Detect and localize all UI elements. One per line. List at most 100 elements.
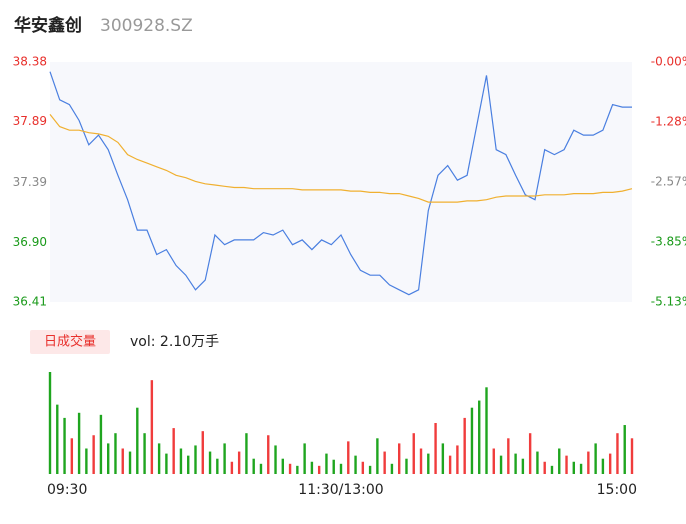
volume-bar xyxy=(412,433,415,474)
volume-bar xyxy=(543,461,546,474)
volume-bar xyxy=(252,458,255,474)
plot-background xyxy=(50,62,632,302)
volume-bar xyxy=(223,443,226,474)
volume-bar xyxy=(507,438,510,474)
volume-bar xyxy=(521,458,525,474)
y2-tick-label: -3.85% xyxy=(651,235,686,249)
volume-bar xyxy=(405,458,408,474)
volume-bar xyxy=(368,465,372,474)
x-tick-label: 09:30 xyxy=(47,482,87,498)
volume-bar xyxy=(587,451,590,474)
volume-bar xyxy=(92,435,95,474)
volume-bar xyxy=(56,404,59,474)
volume-bar xyxy=(99,414,103,474)
volume-bar xyxy=(354,455,357,474)
volume-bar xyxy=(339,463,343,474)
volume-bar xyxy=(470,407,474,474)
volume-bar xyxy=(601,458,605,474)
stock-name: 华安鑫创 xyxy=(14,15,82,36)
volume-bar xyxy=(172,428,175,474)
stock-code: 300928.SZ xyxy=(100,16,193,36)
volume-bar xyxy=(288,463,292,474)
volume-bar xyxy=(216,458,219,474)
volume-bar xyxy=(303,443,306,474)
volume-bar xyxy=(565,455,568,474)
y-tick-label: 37.39 xyxy=(13,175,47,189)
volume-button[interactable] xyxy=(30,330,110,354)
volume-bar xyxy=(390,463,394,474)
volume-bar xyxy=(558,448,561,474)
y-tick-label: 36.41 xyxy=(13,295,47,309)
volume-bar xyxy=(448,455,452,474)
y2-tick-label: -2.57% xyxy=(651,175,686,189)
volume-bar xyxy=(136,407,139,474)
volume-bar xyxy=(572,461,575,474)
volume-bar xyxy=(128,451,132,474)
volume-bar xyxy=(361,461,365,474)
volume-bar xyxy=(325,453,328,474)
volume-bar xyxy=(208,451,212,474)
volume-bar xyxy=(608,453,612,474)
y-tick-label: 37.89 xyxy=(13,114,47,128)
volume-bar xyxy=(121,448,124,474)
volume-bar xyxy=(528,433,532,474)
volume-bar xyxy=(478,400,481,474)
volume-bar xyxy=(296,465,299,474)
volume-bar xyxy=(310,461,314,474)
volume-bar xyxy=(281,458,284,474)
volume-bar xyxy=(514,453,517,474)
y2-tick-label: -5.13% xyxy=(651,295,686,309)
volume-bar xyxy=(376,438,379,474)
volume-bar xyxy=(492,448,495,474)
volume-bar xyxy=(179,448,183,474)
volume-bar xyxy=(230,461,234,474)
volume-bar xyxy=(48,372,52,474)
volume-bar xyxy=(616,433,619,474)
y2-tick-label: -0.00% xyxy=(651,55,686,69)
volume-bar xyxy=(165,453,168,474)
volume-bar xyxy=(332,459,335,474)
volume-bar xyxy=(536,451,539,474)
volume-bar xyxy=(70,438,74,474)
volume-bar xyxy=(143,433,146,474)
volume-button-label[interactable]: 日成交量 xyxy=(44,334,96,350)
volume-bar xyxy=(434,423,437,474)
x-tick-label: 15:00 xyxy=(597,482,637,498)
volume-bar xyxy=(267,435,270,474)
volume-bar xyxy=(347,441,350,474)
y-tick-label: 38.38 xyxy=(13,55,47,69)
volume-bar xyxy=(187,455,190,474)
volume-bar xyxy=(114,433,117,474)
volume-bar xyxy=(85,448,88,474)
volume-bar xyxy=(463,417,466,474)
volume-bar xyxy=(630,438,634,474)
y-tick-label: 36.90 xyxy=(13,235,47,249)
price-line xyxy=(49,114,633,203)
volume-bar xyxy=(383,451,386,474)
volume-bar xyxy=(194,445,197,474)
volume-bar xyxy=(441,443,445,474)
price-line xyxy=(49,71,632,296)
volume-bar xyxy=(623,425,626,474)
volume-bar xyxy=(594,443,597,474)
volume-bar xyxy=(107,443,110,474)
volume-bar xyxy=(77,412,81,474)
volume-bar xyxy=(579,463,583,474)
volume-bar xyxy=(485,387,488,474)
y2-tick-label: -1.28% xyxy=(651,114,686,128)
volume-bar xyxy=(63,417,66,474)
volume-label: vol: 2.10万手 xyxy=(130,334,219,350)
volume-bar xyxy=(419,448,423,474)
volume-bar xyxy=(150,380,154,474)
x-tick-label: 11:30/13:00 xyxy=(298,482,383,498)
volume-bar xyxy=(245,433,248,474)
volume-bar xyxy=(398,443,401,474)
volume-bar xyxy=(499,455,503,474)
volume-bar xyxy=(157,443,161,474)
volume-bar xyxy=(550,465,554,474)
volume-bar xyxy=(201,431,204,474)
volume-bar xyxy=(259,463,263,474)
volume-bar xyxy=(237,451,241,474)
volume-bar xyxy=(456,445,459,474)
